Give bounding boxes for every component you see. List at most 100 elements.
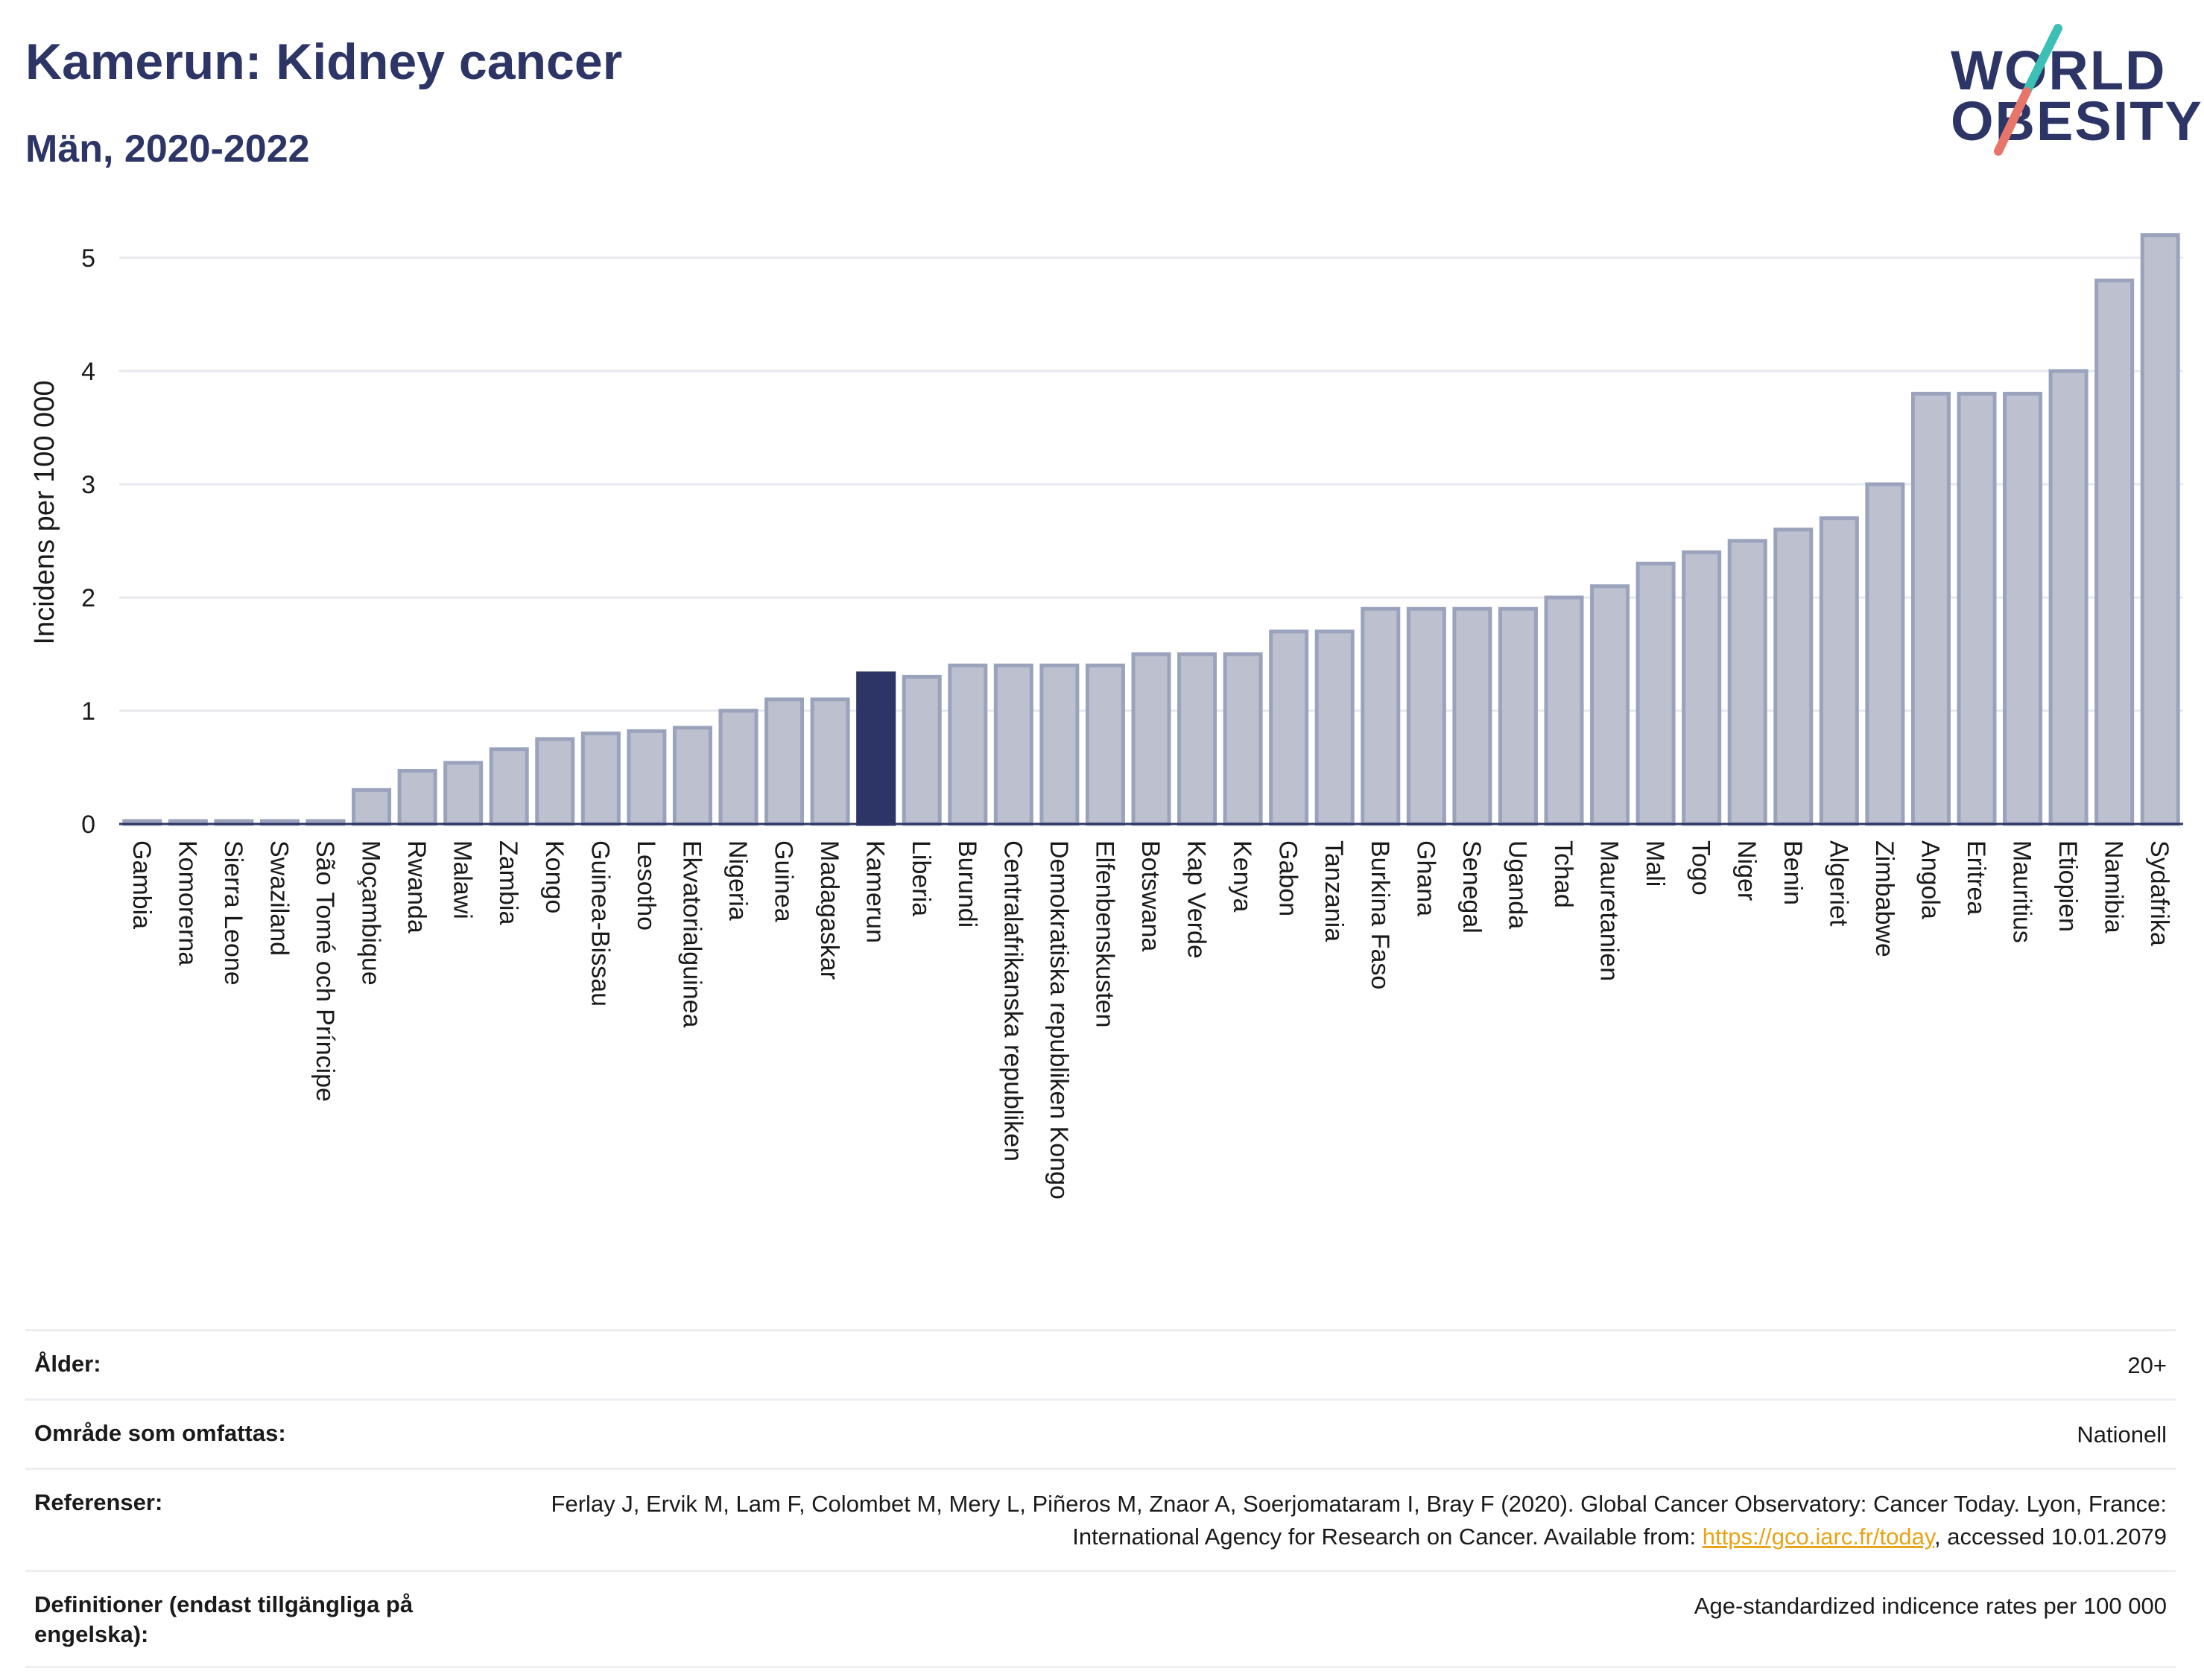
- y-tick-label: 0: [81, 811, 95, 839]
- bar-moçambique: [352, 787, 392, 826]
- y-tick-label: 4: [81, 358, 95, 386]
- bar-eritrea: [1957, 391, 1997, 826]
- bar-etiopien: [2048, 369, 2089, 826]
- x-tick-label: Benin: [1779, 840, 1807, 905]
- bar-guinea: [764, 697, 805, 826]
- bar-malawi: [443, 761, 484, 826]
- footer-label: Ålder:: [34, 1351, 101, 1377]
- x-tick-label: Mauretanien: [1595, 840, 1624, 981]
- x-tick-label: Kongo: [540, 840, 569, 913]
- bar-angola: [1910, 391, 1951, 826]
- world-obesity-logo: WORLD OBESITY: [1937, 21, 2202, 162]
- bar-ekvatorialguinea: [672, 726, 712, 826]
- x-tick-label: Liberia: [907, 840, 935, 916]
- footer-row-references: Referenser: Ferlay J, Ervik M, Lam F, Co…: [25, 1468, 2176, 1570]
- bar-lesotho: [627, 729, 667, 826]
- x-tick-label: Malawi: [449, 840, 477, 919]
- x-tick-label: Sierra Leone: [219, 840, 247, 986]
- bar-elfenbenskusten: [1085, 663, 1125, 826]
- bar-zambia: [489, 747, 529, 826]
- bar-kenya: [1223, 652, 1263, 826]
- x-tick-label: Rwanda: [402, 840, 431, 933]
- x-tick-label: Kap Verde: [1182, 840, 1211, 959]
- reference-link[interactable]: https://gco.iarc.fr/today: [1702, 1524, 1935, 1550]
- bar-burkina-faso: [1361, 606, 1401, 826]
- logo-line-1: WORLD: [1951, 39, 2167, 101]
- footer-label: Referenser:: [34, 1489, 163, 1515]
- x-tick-label: Elfenbenskusten: [1090, 840, 1118, 1027]
- bar-mauretanien: [1590, 584, 1630, 826]
- bar-madagaskar: [810, 697, 850, 826]
- footer-value: 20+: [2127, 1352, 2167, 1378]
- bar-benin: [1773, 527, 1814, 826]
- bar-niger: [1727, 539, 1767, 826]
- footer-row-coverage: Område som omfattas: Nationell: [25, 1398, 2176, 1468]
- x-tick-label: Burkina Faso: [1366, 840, 1394, 989]
- x-tick-label: Zambia: [494, 840, 522, 925]
- chart-footer: Ålder: 20+ Område som omfattas: Nationel…: [25, 1329, 2176, 1668]
- bar-nigeria: [718, 709, 759, 826]
- x-tick-label: Guinea-Bissau: [586, 840, 614, 1007]
- x-tick-label: Botswana: [1136, 840, 1165, 951]
- bar-burundi: [948, 663, 988, 826]
- bar-senegal: [1452, 606, 1492, 826]
- chart-subtitle: Män, 2020-2022: [25, 127, 310, 171]
- bar-togo: [1682, 550, 1722, 826]
- bar-tchad: [1544, 595, 1584, 826]
- x-tick-label: Uganda: [1503, 840, 1531, 929]
- x-tick-label: Ekvatorialguinea: [677, 840, 706, 1027]
- x-tick-label: Moçambique: [357, 840, 385, 986]
- bar-chart: 0 1 2 3 4 5 Incidens per 100 000 Gambia Komorern…: [29, 233, 2183, 1199]
- footer-label: Område som omfattas:: [34, 1420, 286, 1446]
- footer-label: Definitioner (endast tillgängliga på eng…: [34, 1591, 414, 1647]
- bar-namibia: [2094, 278, 2135, 826]
- x-tick-label: Angola: [1916, 840, 1944, 919]
- x-tick-label: Tchad: [1549, 840, 1577, 908]
- x-tick-label: Centralafrikanska republiken: [998, 840, 1027, 1161]
- bar-gabon: [1269, 630, 1309, 826]
- x-tick-label: Guinea: [770, 840, 798, 922]
- x-tick-label: Gambia: [127, 840, 156, 929]
- chart-title: Kamerun: Kidney cancer: [25, 34, 623, 90]
- bar-tanzania: [1314, 630, 1355, 826]
- footer-value: Nationell: [2077, 1421, 2167, 1448]
- bar-kamerun: [856, 671, 896, 826]
- x-tick-label: Etiopien: [2053, 840, 2082, 932]
- x-tick-label: Eritrea: [1962, 840, 1990, 915]
- bar-sydafrika: [2140, 233, 2180, 826]
- bar-uganda: [1498, 606, 1538, 826]
- bar-guinea-bissau: [580, 731, 621, 826]
- x-tick-label: Kenya: [1228, 840, 1256, 912]
- bar-kongo: [535, 737, 575, 826]
- logo-slash-icon: [1994, 24, 2062, 156]
- bar-botswana: [1131, 652, 1171, 826]
- x-tick-label: Algeriet: [1824, 840, 1852, 927]
- bar-mauritius: [2003, 391, 2043, 826]
- bar-ghana: [1406, 606, 1446, 826]
- reference-text-end: , accessed 10.01.2079: [1934, 1524, 2167, 1550]
- bar-demokratiska-republiken-kongo: [1039, 663, 1080, 826]
- footer-row-age: Ålder: 20+: [25, 1329, 2176, 1398]
- footer-row-definitions: Definitioner (endast tillgängliga på eng…: [25, 1570, 2176, 1668]
- bar-mali: [1635, 561, 1676, 826]
- x-tick-label: Togo: [1687, 840, 1715, 896]
- x-tick-label: Senegal: [1457, 840, 1486, 933]
- x-tick-label: Swaziland: [265, 840, 293, 956]
- x-tick-label: Tanzania: [1320, 840, 1348, 942]
- bar-algeriet: [1819, 516, 1859, 826]
- y-tick-label: 3: [81, 471, 95, 499]
- y-tick-label: 5: [81, 244, 95, 273]
- logo-line-2: OBESITY: [1951, 90, 2203, 152]
- x-tick-label: Sydafrika: [2145, 840, 2173, 946]
- bar-zimbabwe: [1865, 482, 1905, 826]
- bar-kap-verde: [1177, 652, 1217, 826]
- bar-rwanda: [397, 769, 437, 826]
- x-tick-label: Mauritius: [2008, 840, 2036, 943]
- y-axis-label: Incidens per 100 000: [29, 381, 60, 645]
- y-tick-label: 1: [81, 697, 95, 726]
- x-tick-label: Niger: [1732, 840, 1761, 901]
- x-tick-label: Gabon: [1274, 840, 1302, 916]
- x-tick-label: Lesotho: [632, 840, 660, 931]
- bar-centralafrikanska-republiken: [993, 663, 1033, 826]
- x-tick-label: Demokratiska republiken Kongo: [1045, 840, 1073, 1199]
